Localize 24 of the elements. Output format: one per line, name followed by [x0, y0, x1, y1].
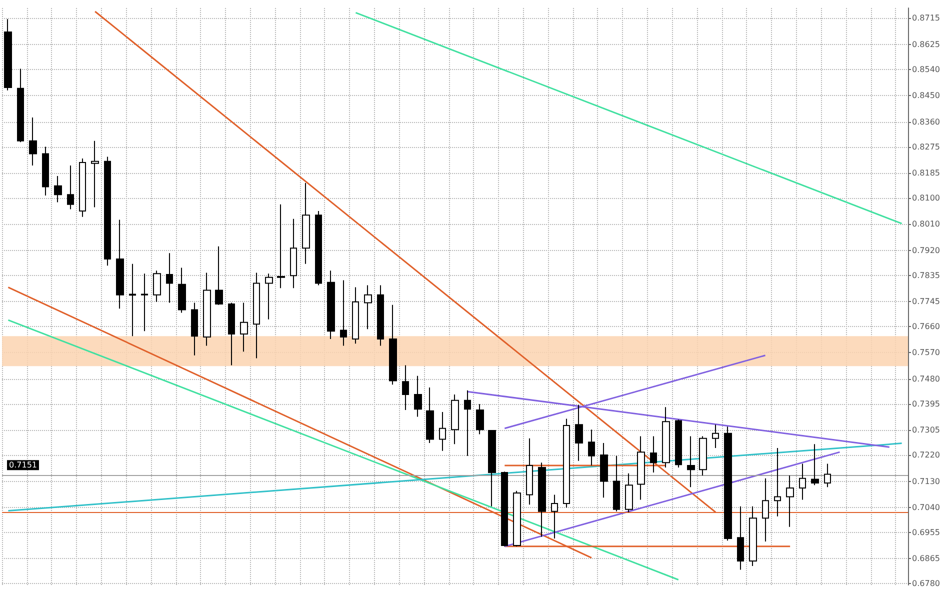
y-tick-label: 0.8100 [912, 193, 940, 202]
y-tick-label: 0.7570 [912, 348, 940, 358]
ref-line-label: 0.7151 [9, 460, 37, 470]
y-tick-label: 0.7305 [912, 426, 940, 435]
y-tick-label: 0.6955 [912, 528, 940, 537]
y-tick-label: 0.7835 [912, 270, 940, 280]
y-tick-label: 0.6865 [912, 554, 940, 564]
y-tick-label: 0.7745 [912, 297, 940, 306]
y-tick-label: 0.8715 [912, 14, 940, 23]
y-tick-label: 0.8010 [912, 220, 940, 229]
y-tick-label: 0.7040 [912, 503, 940, 512]
y-tick-label: 0.7660 [912, 322, 940, 331]
y-tick-label: 0.8540 [912, 64, 940, 74]
y-tick-label: 0.8185 [912, 168, 940, 178]
y-tick-label: 0.7480 [912, 374, 940, 384]
y-tick-label: 0.7130 [912, 476, 940, 486]
y-tick-label: 0.7920 [912, 246, 940, 255]
y-tick-label: 0.7395 [912, 399, 940, 408]
y-tick-label: 0.8275 [912, 142, 940, 152]
y-tick-label: 0.6780 [912, 579, 940, 588]
y-tick-label: 0.8625 [912, 40, 940, 50]
y-tick-label: 0.8360 [912, 117, 940, 126]
y-tick-label: 0.8450 [912, 91, 940, 100]
y-tick-label: 0.7220 [912, 450, 940, 460]
